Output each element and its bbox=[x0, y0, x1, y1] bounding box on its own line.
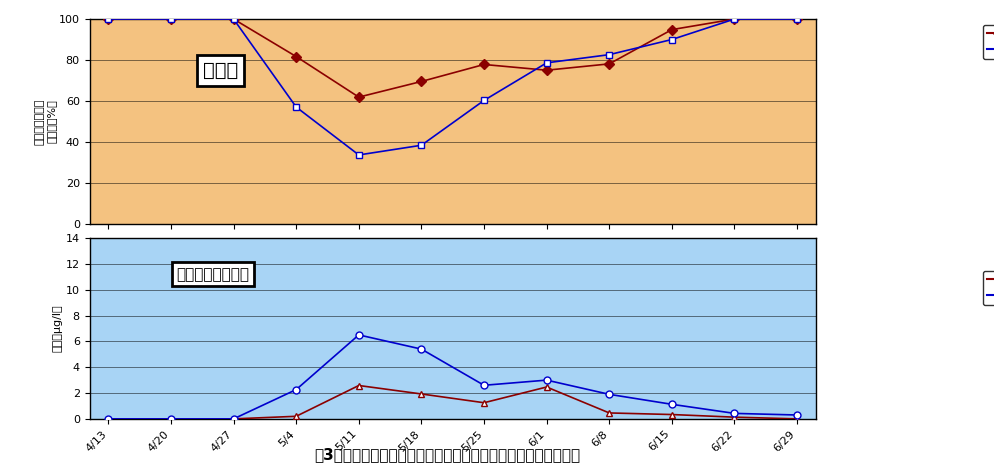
Text: 図3　植物プランクトンの増殖率とプレチラクロール濃度の変化: 図3 植物プランクトンの増殖率とプレチラクロール濃度の変化 bbox=[314, 446, 580, 462]
Y-axis label: 濃度（μg/l）: 濃度（μg/l） bbox=[53, 305, 63, 352]
Text: 増殖率: 増殖率 bbox=[203, 61, 238, 79]
Y-axis label: 対照区に対する
増殖率（%）: 対照区に対する 増殖率（%） bbox=[35, 98, 56, 145]
Legend: 流入部, 排水路: 流入部, 排水路 bbox=[982, 25, 994, 59]
Legend: 流入部, 排水路: 流入部, 排水路 bbox=[982, 271, 994, 305]
Text: プレチラクロール: プレチラクロール bbox=[176, 267, 249, 282]
